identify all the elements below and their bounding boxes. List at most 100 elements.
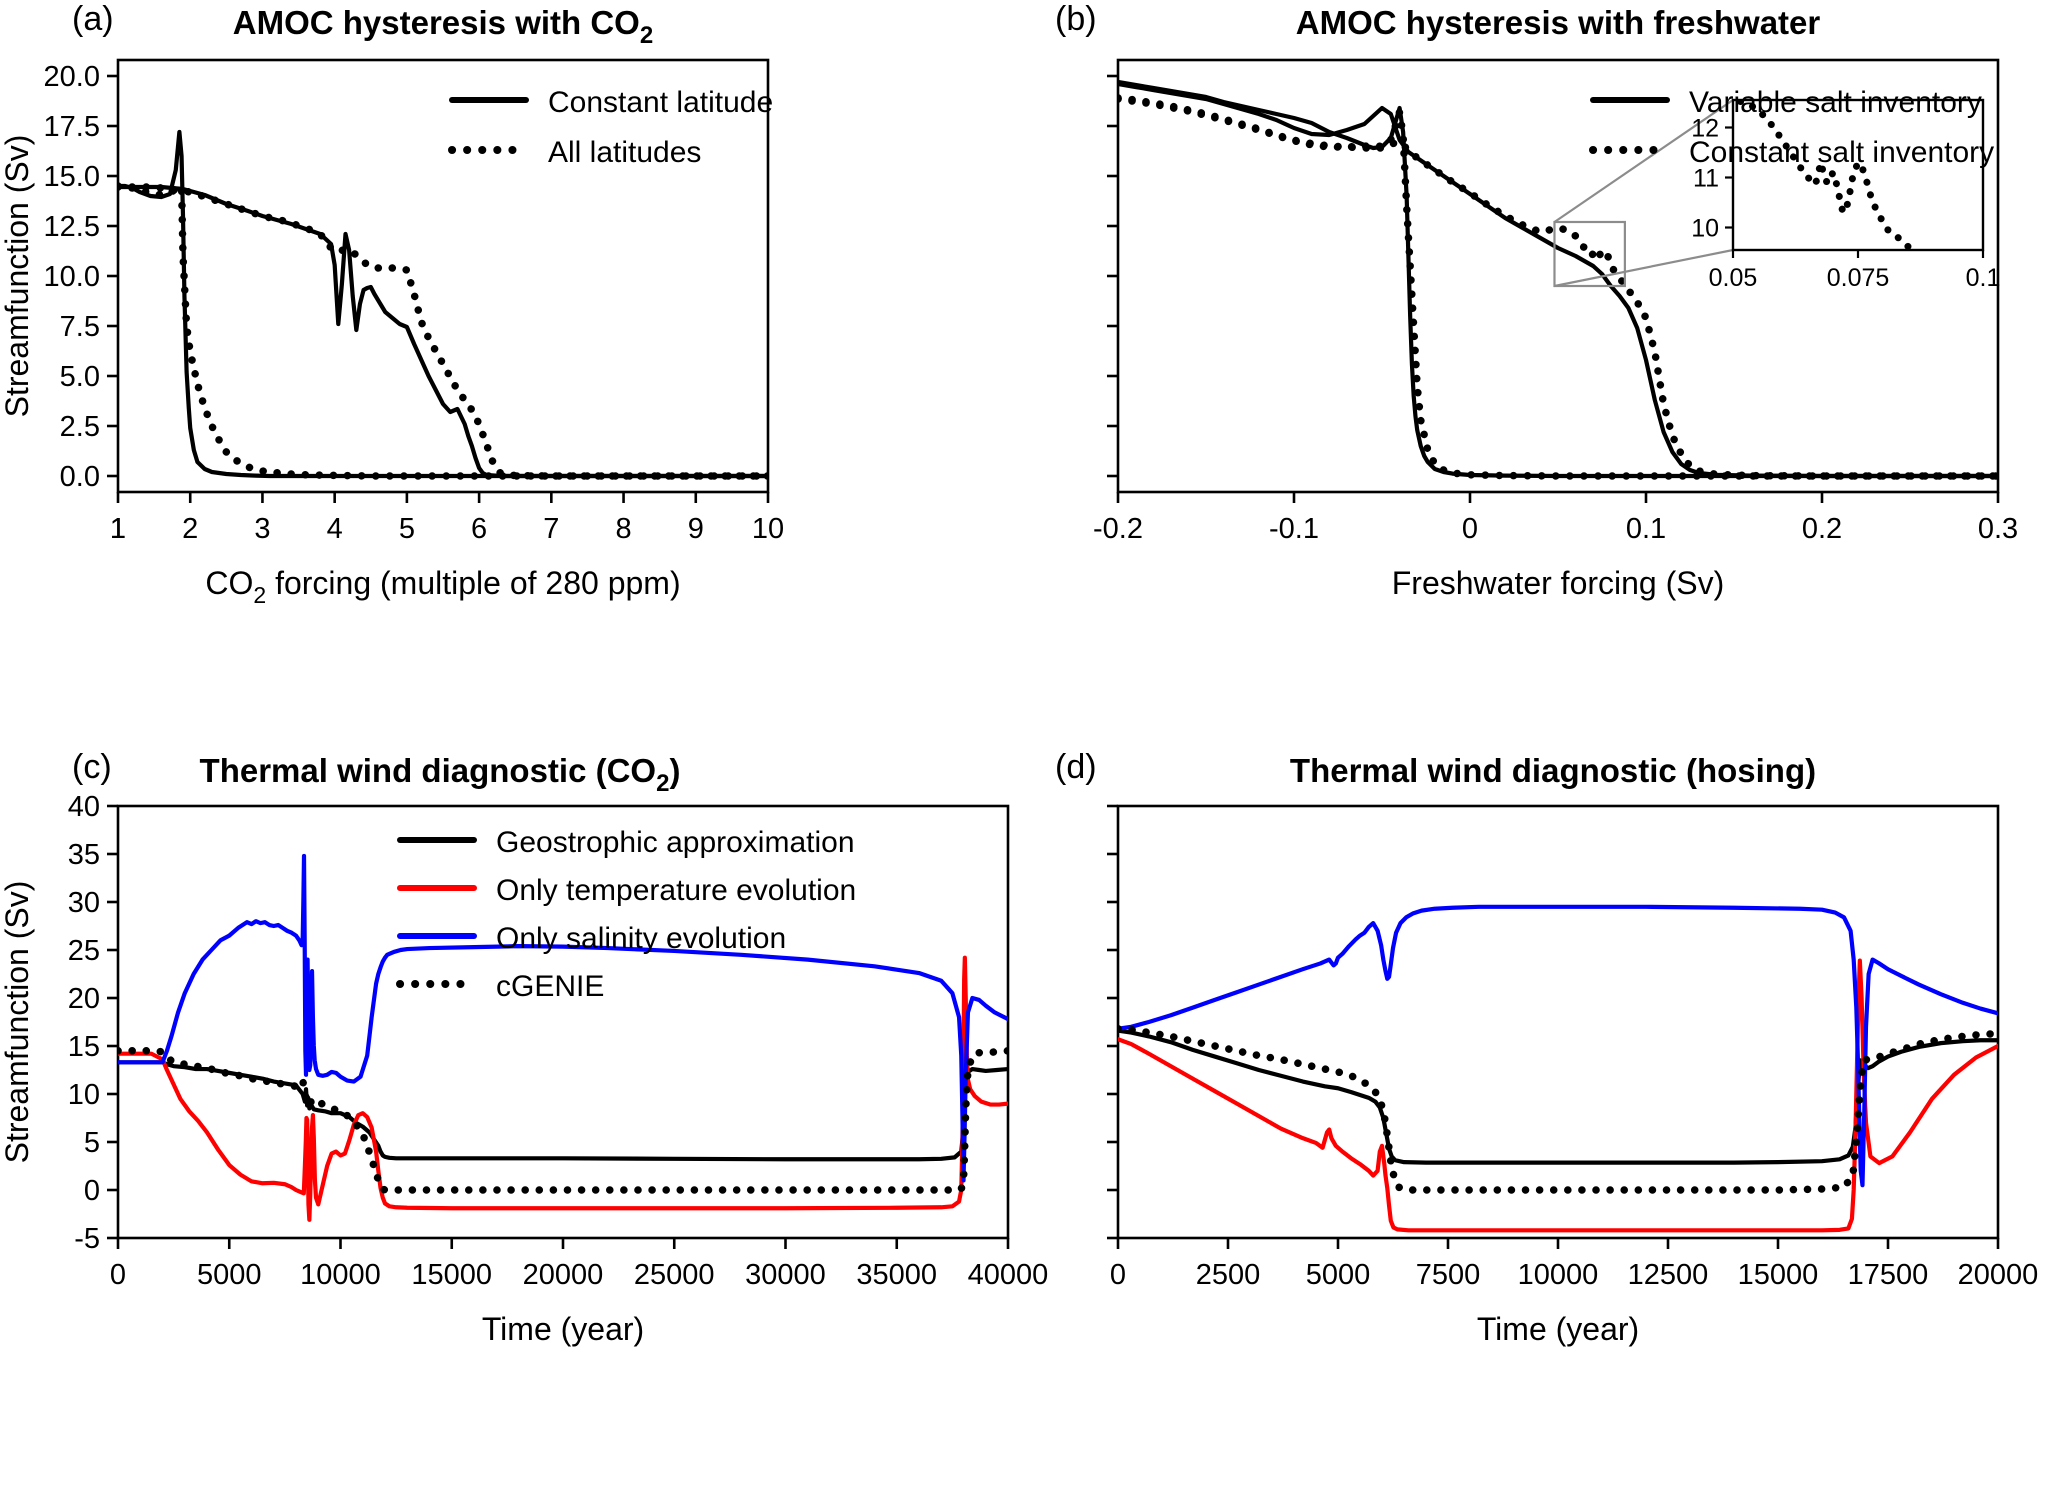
legend-label: Constant latitude [548,86,773,119]
panel-title-b: AMOC hysteresis with freshwater [1296,4,1821,41]
y-tick-label: 20.0 [44,61,100,93]
x-tick-label: 1 [110,513,126,545]
y-tick-label: 2.5 [60,411,100,443]
series-line [1118,95,1998,480]
y-tick-label: 35 [68,839,100,871]
x-tick-label: 0 [1462,513,1478,545]
x-tick-label: 15000 [1738,1259,1819,1291]
y-tick-label: 40 [68,791,100,823]
x-tick-label: 17500 [1848,1259,1929,1291]
inset-series-line [1737,100,1918,250]
series-line [118,183,768,480]
inset-connector [1554,248,1734,288]
legend-label: Variable salt inventory [1689,86,1982,119]
inset-series-group [1737,100,1918,250]
x-tick-label: 2500 [1196,1259,1261,1291]
x-tick-label: 10000 [300,1259,381,1291]
x-axis-label-b: Freshwater forcing (Sv) [1392,565,1725,601]
y-tick-label: 20 [68,983,100,1015]
x-axis-label-c: Time (year) [482,1311,644,1347]
y-tick-label: 12.5 [44,211,100,243]
y-tick-label: 0 [84,1175,100,1207]
legend-label: Only salinity evolution [496,922,786,955]
x-tick-label: 20000 [523,1259,604,1291]
legend-label: cGENIE [496,970,604,1003]
panel-b: (b) AMOC hysteresis with freshwater -0.2 -0… [1033,0,2067,748]
y-tick-label: 17.5 [44,111,100,143]
panel-title-c: Thermal wind diagnostic (CO2) [200,752,681,797]
x-tick-label: 40000 [968,1259,1049,1291]
y-axis-label-c: Streamfunction (Sv) [0,881,35,1164]
y-tick-label: 10 [68,1079,100,1111]
legend: Constant latitude All latitudes [448,86,773,169]
legend-label: Only temperature evolution [496,874,856,907]
panel-label-d: (d) [1055,748,1097,786]
y-tick-label: 7.5 [60,311,100,343]
x-tick-label: 12500 [1628,1259,1709,1291]
inset-ticks: 0.05 0.075 0.1 10 11 12 [1691,115,2000,293]
panel-c: (c) Thermal wind diagnostic (CO2) 0 5000 100… [0,748,1048,1496]
inset-y-tick-label: 12 [1691,115,1719,143]
x-tick-label: 35000 [856,1259,937,1291]
inset-connector [1553,99,1734,223]
series-line [118,1060,1008,1162]
y-tick-label: 5.0 [60,361,100,393]
series-line [1118,904,1998,1188]
x-tick-label: 10000 [1518,1259,1599,1291]
axis-ticks-d: 0 2500 5000 7500 10000 12500 15000 17500 20000 [1107,804,2039,1291]
panel-a-canvas: (a) AMOC hysteresis with CO2 1 2 3 4 5 6 7 8 9 10 10… [0,0,785,608]
legend-label: Constant salt inventory [1689,136,1994,169]
axis-ticks-b: -0.2 -0.1 0 0.1 0.2 0.3 [1093,74,2018,545]
plot-frame-c [116,804,1010,1240]
panel-d-canvas: (d) Thermal wind diagnostic (hosing) 0 2500… [1055,748,2039,1347]
x-tick-label: 10 [752,513,784,545]
series-line [118,184,768,479]
series-line [1118,1028,1998,1165]
x-tick-label: -0.1 [1269,513,1319,545]
x-tick-label: 30000 [745,1259,826,1291]
x-tick-label: 2 [182,513,198,545]
panel-c-canvas: (c) Thermal wind diagnostic (CO2)0 5000 100… [0,748,1048,1347]
x-axis-label-a: CO2 forcing (multiple of 280 ppm) [205,565,680,608]
x-tick-label: 5000 [197,1259,262,1291]
panel-label-b: (b) [1055,0,1097,38]
x-tick-label: -0.2 [1093,513,1143,545]
inset-y-tick-label: 10 [1691,215,1719,243]
panel-a: (a) AMOC hysteresis with CO2 1 2 3 4 5 6 7 8 9 10 1 0… [0,0,1033,748]
series-group-a [118,129,768,480]
series-line [118,182,768,480]
axis-ticks-a: 1 2 3 4 5 6 7 8 9 1010.02.55.07.510.012.515.017.5… [44,61,785,545]
panel-label-a: (a) [72,0,114,38]
y-tick-label: 15.0 [44,161,100,193]
inset-source-box [1553,220,1626,288]
y-tick-label: 10.0 [44,261,100,293]
x-tick-label: 20000 [1958,1259,2039,1291]
axis-ticks-c: 0 5000 10000 15000 20000 25000 30000 35000 40000… [68,791,1049,1291]
x-tick-label: 0.1 [1626,513,1666,545]
x-tick-label: 8 [615,513,631,545]
series-group-b [1118,79,1998,480]
inset-x-tick-label: 0.05 [1709,264,1758,292]
panel-label-c: (c) [72,748,112,786]
legend: Geostrophic approximation Only temperatur… [396,826,856,1003]
series-line [118,1047,1008,1194]
y-tick-label: 5 [84,1127,100,1159]
x-tick-label: 0.2 [1802,513,1842,545]
y-axis-label-a: Streamfunction (Sv) [0,135,35,418]
y-tick-label: 15 [68,1031,100,1063]
series-group-c [118,853,1008,1222]
legend: Variable salt inventory Constant salt inv… [1589,86,1994,169]
series-line [1118,1024,1998,1194]
inset-x-tick-label: 0.1 [1966,264,2001,292]
x-tick-label: 5000 [1306,1259,1371,1291]
x-tick-label: 15000 [411,1259,492,1291]
series-line [118,129,768,479]
x-tick-label: 0 [110,1259,126,1291]
x-tick-label: 6 [471,513,487,545]
x-axis-label-d: Time (year) [1477,1311,1639,1347]
series-line [1118,958,1998,1233]
x-tick-label: 1 [110,513,126,545]
legend-label: All latitudes [548,136,701,169]
series-group-d [1118,904,1998,1233]
